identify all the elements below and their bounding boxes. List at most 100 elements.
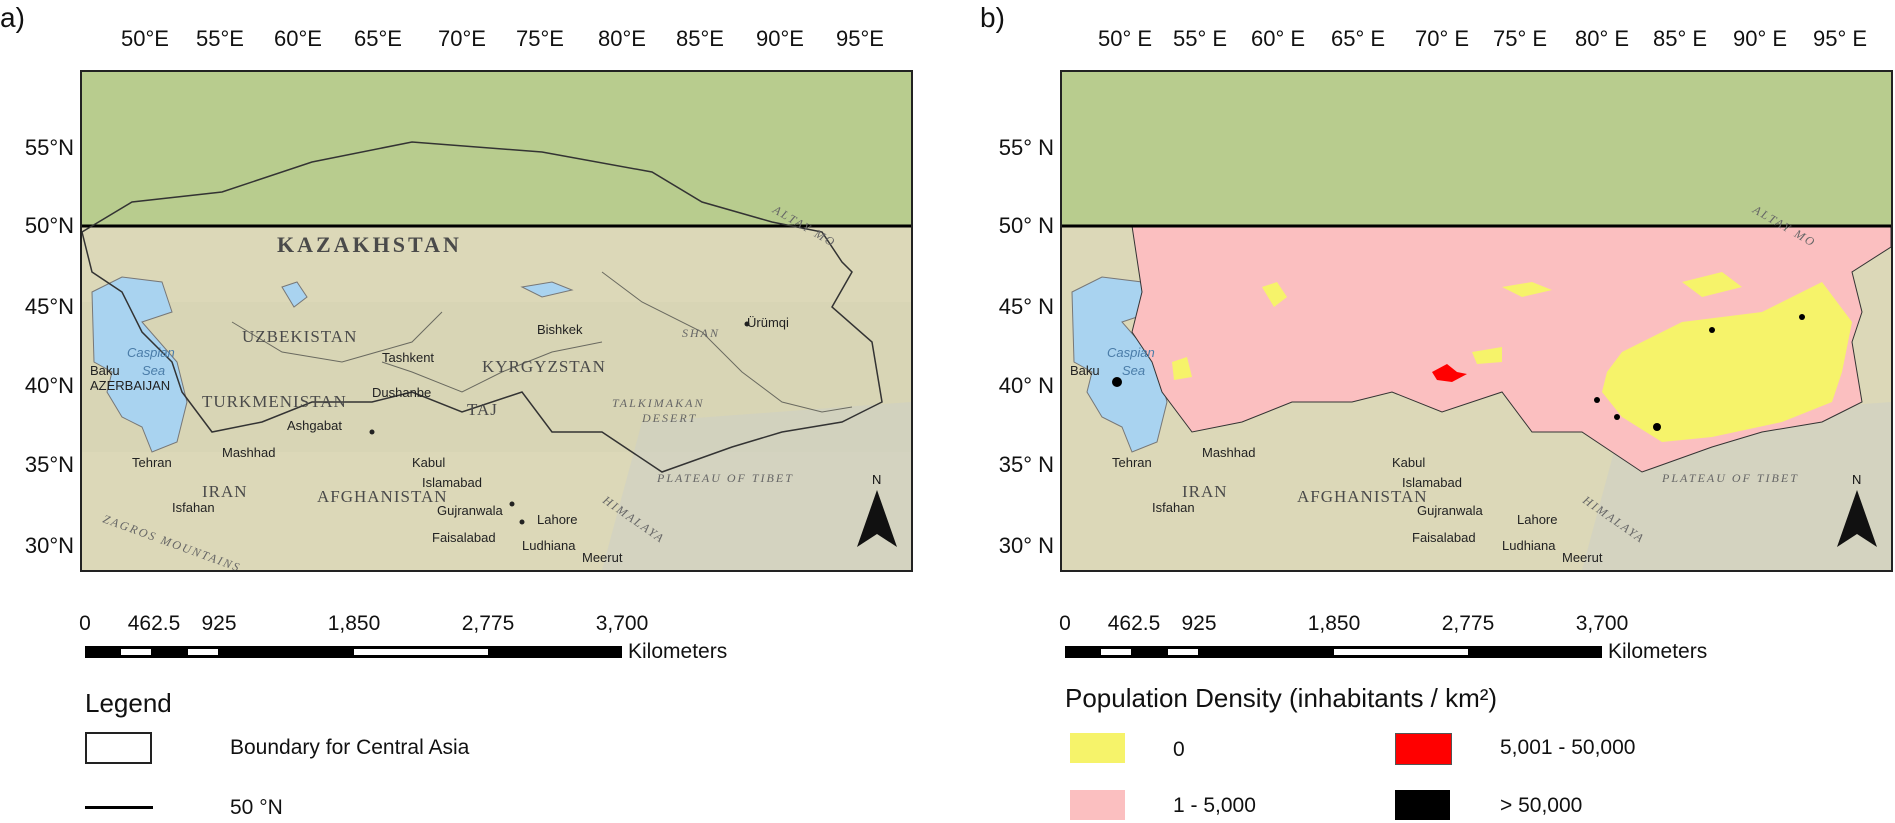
balkhash-lake — [520, 281, 574, 298]
lat-label: 55° N — [998, 135, 1054, 160]
label-sea: Sea — [1122, 363, 1145, 378]
lat-label: 40° N — [998, 373, 1054, 398]
lon-label: 95° E — [1812, 26, 1868, 51]
legend-item-low: 1 - 5,000 — [1173, 794, 1256, 817]
label-mashhad: Mashhad — [222, 445, 275, 460]
scale-units: Kilometers — [1608, 640, 1708, 663]
label-tajikistan: TAJ — [467, 400, 498, 419]
label-urumqi: Ürümqi — [747, 315, 789, 330]
label-uzbekistan: UZBEKISTAN — [242, 327, 357, 346]
lon-label: 80° E — [1574, 26, 1630, 51]
lon-label: 60°E — [274, 26, 322, 51]
density-zero-region — [1602, 282, 1852, 442]
label-sea: Sea — [142, 363, 165, 378]
legend-swatch-low — [1070, 790, 1125, 820]
svg-text:N: N — [872, 472, 881, 487]
lon-label: 50° E — [1097, 26, 1153, 51]
lon-label: 85° E — [1652, 26, 1708, 51]
legend-swatch-boundary — [85, 732, 152, 764]
label-plateau: PLATEAU OF TIBET — [1661, 471, 1799, 485]
lon-label: 55° E — [1172, 26, 1228, 51]
label-islamabad: Islamabad — [422, 475, 482, 490]
label-isfahan: Isfahan — [1152, 500, 1195, 515]
lon-label: 60° E — [1250, 26, 1306, 51]
panel-a: a) 50°E 55°E 60°E 65°E 70°E 75°E 80°E 85… — [0, 0, 947, 823]
label-gujranwala: Gujranwala — [1417, 503, 1484, 518]
label-tehran: Tehran — [1112, 455, 1152, 470]
lat-label: 40°N — [24, 373, 74, 398]
lon-label: 65°E — [354, 26, 402, 51]
label-kabul: Kabul — [1392, 455, 1425, 470]
lon-label: 75° E — [1492, 26, 1548, 51]
label-afghanistan: AFGHANISTAN — [317, 487, 448, 506]
scale-tick: 925 — [201, 612, 237, 635]
legend-item-mid: 5,001 - 50,000 — [1500, 736, 1636, 759]
north-arrow-icon: N — [857, 472, 897, 547]
scale-tick: 0 — [79, 612, 91, 635]
lat-label: 30° N — [998, 533, 1054, 558]
label-plateau: PLATEAU OF TIBET — [656, 471, 794, 485]
svg-text:N: N — [1852, 472, 1861, 487]
label-mashhad: Mashhad — [1202, 445, 1255, 460]
label-ashgabat: Ashgabat — [287, 418, 342, 433]
label-iran: IRAN — [202, 482, 248, 501]
lat-label: 30°N — [24, 533, 74, 558]
panel-label: b) — [980, 2, 1005, 33]
density-high-spot — [1112, 377, 1122, 387]
label-meerut: Meerut — [1562, 550, 1603, 565]
label-ludhiana: Ludhiana — [522, 538, 576, 553]
label-islamabad: Islamabad — [1402, 475, 1462, 490]
lon-label: 85°E — [676, 26, 724, 51]
density-mid-region — [1432, 364, 1467, 382]
lon-label: 90°E — [756, 26, 804, 51]
legend-swatch-zero — [1070, 733, 1125, 763]
lat-label: 50°N — [24, 213, 74, 238]
label-dushanbe: Dushanbe — [372, 385, 431, 400]
lon-label: 50°E — [121, 26, 169, 51]
map-b[interactable]: IRAN AFGHANISTAN Caspian Sea Baku Mashha… — [1060, 70, 1893, 572]
legend-item-boundary: Boundary for Central Asia — [230, 736, 470, 759]
label-iran: IRAN — [1182, 482, 1228, 501]
scale-tick: 1,850 — [1307, 612, 1361, 635]
label-kabul: Kabul — [412, 455, 445, 470]
lat-label: 55°N — [24, 135, 74, 160]
north-arrow-icon: N — [1837, 472, 1877, 547]
scale-bar-a: 0 462.5 925 1,850 2,775 3,700 Kilometers — [79, 612, 727, 663]
panel-label: a) — [0, 2, 25, 33]
legend-item-high: > 50,000 — [1500, 794, 1583, 817]
label-lahore: Lahore — [537, 512, 577, 527]
legend-swatch-mid — [1395, 733, 1452, 765]
map-a[interactable]: KAZAKHSTAN UZBEKISTAN TURKMENISTAN KYRGY… — [80, 70, 913, 572]
label-taklimakan: TALKIMAKAN — [612, 396, 704, 410]
label-meerut: Meerut — [582, 550, 623, 565]
caspian-sea — [91, 276, 188, 453]
scale-tick: 2,775 — [461, 612, 515, 635]
label-bishkek: Bishkek — [537, 322, 583, 337]
scale-tick: 462.5 — [1107, 612, 1161, 635]
lon-label: 75°E — [516, 26, 564, 51]
label-tashkent: Tashkent — [382, 350, 434, 365]
panel-b: b) 50° E 55° E 60° E 65° E 70° E 75° E 8… — [980, 0, 1895, 823]
label-kazakhstan: KAZAKHSTAN — [277, 232, 462, 257]
label-faisalabad: Faisalabad — [432, 530, 496, 545]
label-tehran: Tehran — [132, 455, 172, 470]
scale-tick: 1,850 — [327, 612, 381, 635]
label-caspian: Caspian — [1107, 345, 1155, 360]
lat-label: 35°N — [24, 452, 74, 477]
label-caspian: Caspian — [127, 345, 175, 360]
scale-tick: 0 — [1059, 612, 1071, 635]
legend-swatch-high — [1395, 790, 1450, 820]
label-afghanistan: AFGHANISTAN — [1297, 487, 1428, 506]
lat-label: 50° N — [998, 213, 1054, 238]
label-desert: DESERT — [641, 411, 697, 425]
lat-label: 45°N — [24, 294, 74, 319]
label-lahore: Lahore — [1517, 512, 1557, 527]
label-isfahan: Isfahan — [172, 500, 215, 515]
lon-label: 80°E — [598, 26, 646, 51]
legend-item-zero: 0 — [1173, 738, 1185, 761]
lon-label: 95°E — [836, 26, 884, 51]
lat-label: 45° N — [998, 294, 1054, 319]
lon-label: 65° E — [1330, 26, 1386, 51]
label-turkmenistan: TURKMENISTAN — [202, 392, 347, 411]
central-asia-boundary — [82, 141, 883, 473]
